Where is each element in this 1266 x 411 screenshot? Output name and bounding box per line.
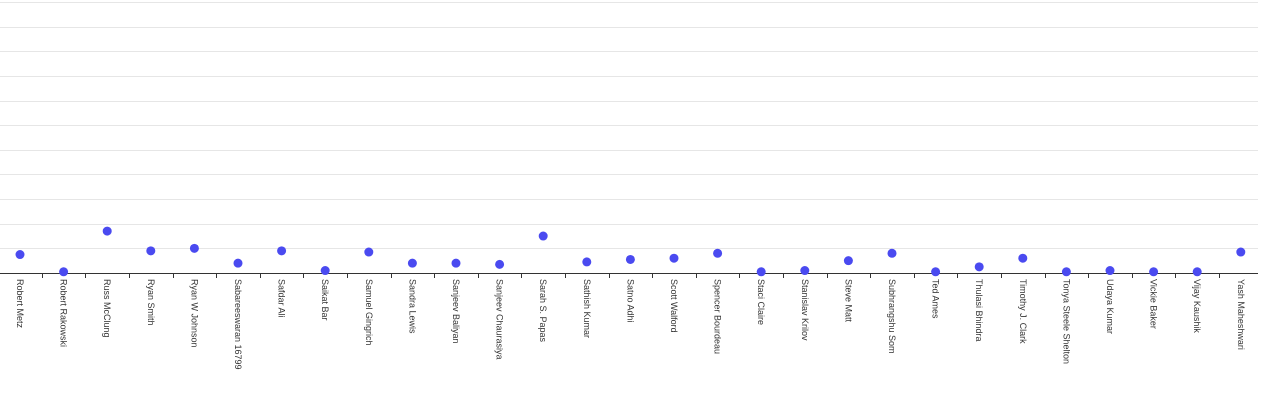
x-tick-label: Timothy J. Clark	[1018, 279, 1028, 344]
data-point[interactable]	[887, 248, 897, 258]
data-point[interactable]	[59, 267, 69, 277]
x-tick-label: Sarah S. Papas	[538, 279, 548, 343]
x-tick-label: Sabareeswaran 16799	[233, 279, 243, 370]
x-tick-label: Tonya Steele Shelton	[1061, 279, 1071, 364]
data-point[interactable]	[320, 266, 330, 276]
x-tick-label: Thulasi Bhindra	[974, 279, 984, 342]
x-tick-label: Safdar Ali	[277, 279, 287, 318]
data-point[interactable]	[146, 246, 156, 256]
data-point[interactable]	[843, 256, 853, 266]
x-tick-label: Vijay Kaushik	[1192, 279, 1202, 333]
x-tick-label: Russ McClung	[102, 279, 112, 338]
data-point[interactable]	[974, 262, 984, 272]
x-tick-label: Samuel Gingrich	[364, 279, 374, 346]
x-tick-label: Vickie Baker	[1149, 279, 1159, 329]
x-tick-label: Staci Claire	[756, 279, 766, 325]
data-point[interactable]	[1018, 253, 1028, 263]
x-tick-label: Stanislav Krilov	[800, 279, 810, 341]
x-tick-label: Satno Adhi	[625, 279, 635, 323]
x-tick-label: Subhrangshu Som	[887, 279, 897, 354]
x-axis-tick-labels: Robert Metz Robert Rakowski Russ McClung Ry…	[15, 279, 1246, 370]
data-point[interactable]	[1236, 247, 1246, 257]
x-tick-label: Ted Ames	[931, 279, 941, 319]
data-point[interactable]	[538, 231, 548, 241]
x-tick-label: Saikat Bar	[320, 279, 330, 321]
data-point[interactable]	[451, 258, 461, 268]
x-tick-label: Sanjeev Baliyan	[451, 279, 461, 344]
x-tick-label: Sanjeev Chaurasiya	[495, 279, 505, 360]
data-point[interactable]	[1149, 267, 1159, 277]
data-point[interactable]	[277, 246, 287, 256]
x-tick-label: Ryan Smith	[146, 279, 156, 326]
data-point[interactable]	[102, 226, 112, 236]
data-point[interactable]	[495, 259, 505, 269]
x-tick-label: Udaya Kumar	[1105, 279, 1115, 334]
x-tick-label: Sathish Kumar	[582, 279, 592, 338]
data-point[interactable]	[756, 267, 766, 277]
data-point[interactable]	[233, 258, 243, 268]
data-point[interactable]	[1192, 267, 1202, 277]
x-tick-label: Yash Maheshwari	[1236, 279, 1246, 350]
data-point[interactable]	[713, 248, 723, 258]
data-point[interactable]	[800, 266, 810, 276]
x-tick-label: Robert Metz	[15, 279, 25, 329]
x-tick-label: Ryan W Johnson	[189, 279, 199, 348]
data-point[interactable]	[625, 254, 635, 264]
gridlines	[0, 2, 1258, 249]
x-tick-label: Scott Walford	[669, 279, 679, 333]
data-point[interactable]	[1105, 266, 1115, 276]
x-tick-label: Robert Rakowski	[59, 279, 69, 347]
x-tick-label: Sandra Lewis	[407, 279, 417, 334]
data-point[interactable]	[931, 267, 941, 277]
data-points	[15, 226, 1246, 277]
data-point[interactable]	[669, 253, 679, 263]
data-point[interactable]	[15, 250, 25, 260]
x-axis-ticks	[42, 273, 1220, 278]
x-tick-label: Spencer Bourdeau	[713, 279, 723, 354]
data-point[interactable]	[364, 247, 374, 257]
data-point[interactable]	[582, 257, 592, 267]
data-point[interactable]	[189, 243, 199, 253]
data-point[interactable]	[407, 258, 417, 268]
x-tick-label: Steve Matt	[843, 279, 853, 323]
data-point[interactable]	[1061, 267, 1071, 277]
